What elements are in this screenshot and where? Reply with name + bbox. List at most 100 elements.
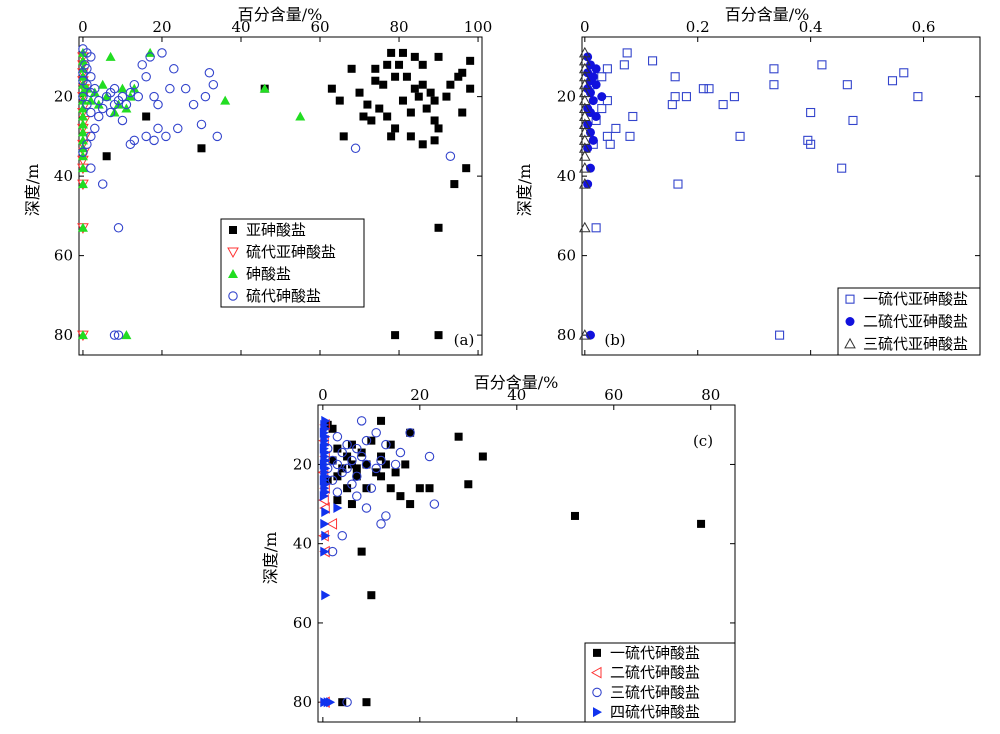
data-point [464,480,473,489]
data-point [125,87,136,98]
panel-a-ylabel: 深度/m [23,164,42,217]
data-point [622,48,632,58]
data-point [387,48,396,57]
data-point [375,104,384,113]
data-point [94,111,104,122]
data-point [94,95,104,106]
y-tick-label: 40 [293,535,312,553]
data-point [395,60,404,69]
data-point [342,697,352,707]
data-point [204,68,215,78]
data-point [391,124,400,133]
data-point [887,76,898,86]
data-point [352,443,362,454]
data-point [97,179,108,189]
data-point [585,88,595,98]
data-point [367,116,376,125]
data-point [386,440,395,449]
data-point [426,88,435,97]
legend-marker [229,226,237,234]
legend-label: 四硫代砷酸盐 [610,703,700,721]
data-point [578,86,591,98]
data-point [196,119,207,130]
data-point [109,330,120,340]
x-tick-label: 100 [464,18,493,36]
legend-box [220,218,365,308]
data-point [718,100,728,110]
data-point [430,136,439,145]
data-point [343,452,352,461]
plot-area-c: 0 20 40 60 80 20 40 60 80 一硫代砷酸盐二硫代砷酸盐三硫代砷酸盐四硫代砷酸… [293,386,736,723]
data-point [347,64,356,73]
data-point [117,115,128,126]
data-point [406,500,415,509]
data-point [578,329,591,340]
data-point [371,76,380,85]
data-point [371,64,380,73]
data-point [86,87,96,98]
data-point [381,460,390,469]
data-point [406,108,415,117]
data-point [129,83,140,93]
legend-label: 一硫代砷酸盐 [610,644,700,662]
data-point [188,99,199,110]
data-point [383,112,392,121]
data-point [434,223,443,232]
data-point [343,484,352,493]
panel-b-ylabel: 深度/m [515,164,534,217]
data-point [86,52,96,62]
data-point [117,91,128,102]
data-point [326,518,338,530]
y-tick-label: 20 [293,455,312,473]
data-point [376,455,386,466]
data-point [381,511,391,521]
data-point [121,99,132,110]
data-point [320,546,330,557]
data-point [391,468,400,477]
data-point [570,511,579,520]
data-point [391,331,400,340]
data-point [729,92,739,102]
data-point [125,139,136,150]
x-tick-label: 40 [231,18,250,36]
data-point [161,131,171,142]
data-point [82,139,92,150]
data-point [142,112,151,121]
legend-label: 三硫代砷酸盐 [610,683,700,701]
data-point [212,131,223,142]
data-point [578,162,591,173]
data-point [359,112,368,121]
data-point [332,431,343,442]
data-point [129,79,140,90]
data-point [450,180,459,189]
y-tick-label: 80 [293,693,312,711]
data-point [327,84,336,93]
data-point [77,222,88,232]
data-point [418,140,427,149]
x-tick-label: 0 [580,18,590,36]
legend-marker [593,707,602,718]
legend-marker [845,294,855,304]
data-point [588,96,598,106]
data-point [458,108,467,117]
data-point [109,99,120,110]
data-point [371,427,381,438]
data-point [406,428,415,437]
x-tick-label: 60 [310,18,329,36]
data-point [673,179,683,189]
y-tick-label: 40 [557,167,576,185]
series-a-3 [78,44,456,340]
data-point [578,126,591,137]
data-point [466,84,475,93]
data-point [611,123,621,133]
data-point [398,48,407,57]
data-point [425,484,434,493]
data-point [149,91,159,102]
series-c-3 [319,415,343,708]
data-point [220,95,231,105]
data-point [173,123,183,134]
legend-marker [845,317,855,326]
